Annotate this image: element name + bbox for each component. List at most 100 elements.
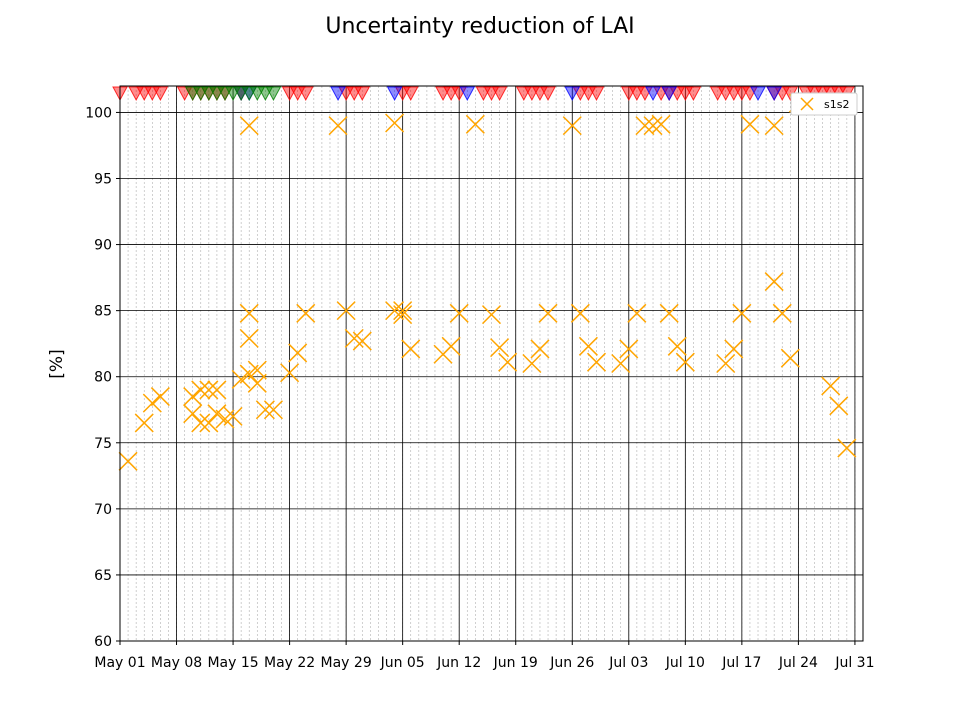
data-point	[490, 338, 510, 358]
data-point	[764, 116, 784, 136]
event-marker	[233, 86, 249, 102]
data-point-stroke	[247, 373, 267, 393]
data-point	[239, 328, 259, 348]
data-point-stroke	[142, 393, 162, 413]
data-point-stroke	[498, 352, 518, 372]
event-marker	[532, 86, 548, 102]
x-tick-label: Jun 12	[436, 655, 481, 671]
data-point	[522, 353, 542, 374]
data-point-stroke	[255, 400, 275, 420]
data-point-stroke	[490, 338, 510, 358]
x-tick-label: Jun 19	[493, 655, 538, 671]
data-point-stroke	[764, 272, 784, 292]
data-point	[651, 114, 671, 134]
data-point-stroke	[732, 303, 752, 323]
data-point	[393, 305, 413, 325]
data-point	[570, 303, 590, 323]
data-point-stroke	[562, 116, 582, 136]
data-point-stroke	[643, 116, 663, 136]
event-marker	[200, 86, 217, 102]
event-marker	[620, 86, 637, 102]
event-marker	[475, 86, 492, 102]
data-point	[191, 413, 211, 433]
data-point-stroke	[183, 404, 203, 424]
data-point	[401, 339, 421, 359]
data-point	[280, 363, 300, 383]
event-marker	[152, 86, 169, 102]
data-point	[611, 353, 631, 374]
data-point-stroke	[627, 303, 647, 323]
y-tick-label: 90	[94, 238, 112, 254]
data-point	[288, 343, 308, 363]
data-point	[441, 336, 461, 356]
data-point-stroke	[263, 400, 283, 420]
event-marker	[524, 86, 540, 102]
data-point	[530, 339, 550, 359]
data-point	[247, 360, 267, 380]
data-point	[263, 400, 283, 420]
x-tick-label: May 15	[207, 655, 258, 671]
event-marker	[451, 86, 468, 102]
data-point	[659, 303, 679, 323]
data-point-stroke	[150, 387, 170, 407]
event-marker	[717, 86, 734, 102]
event-marker	[394, 86, 411, 102]
data-point-stroke	[651, 114, 671, 134]
data-point	[829, 396, 849, 416]
data-point	[780, 348, 800, 368]
data-point	[578, 336, 598, 356]
x-tick-label: May 08	[151, 655, 202, 671]
legend: s1s2	[790, 92, 858, 116]
event-marker	[184, 86, 201, 102]
data-point-stroke	[118, 451, 138, 471]
data-point-stroke	[570, 303, 590, 323]
event-marker	[249, 86, 266, 102]
data-point-stroke	[401, 339, 421, 359]
data-point-stroke	[207, 404, 227, 424]
y-tick-label: 70	[94, 502, 112, 518]
major-grid	[119, 86, 863, 642]
plot-frame	[119, 85, 864, 642]
x-tick-label: May 01	[94, 655, 145, 671]
data-point	[183, 404, 203, 424]
event-marker	[564, 86, 581, 102]
data-point-stroke	[530, 339, 550, 359]
data-point-stroke	[393, 305, 413, 325]
event-marker	[289, 86, 306, 102]
y-tick-label: 75	[94, 436, 112, 452]
data-point-stroke	[223, 406, 243, 426]
event-marker	[491, 86, 508, 102]
event-marker	[483, 86, 500, 102]
event-marker	[580, 86, 597, 102]
event-marker	[685, 86, 702, 102]
y-tick-label: 60	[94, 634, 112, 650]
y-tick-label: 85	[94, 304, 112, 320]
event-marker	[540, 86, 556, 102]
data-point	[675, 352, 695, 372]
data-point-stroke	[821, 376, 841, 396]
data-point	[772, 303, 792, 323]
y-tick-label: 65	[94, 568, 112, 584]
data-point-stroke	[675, 352, 695, 372]
event-marker	[435, 86, 451, 102]
data-point-stroke	[344, 328, 364, 348]
data-point-stroke	[772, 303, 792, 323]
event-marker	[281, 86, 298, 102]
data-point-stroke	[215, 409, 235, 429]
event-marker	[386, 86, 403, 102]
data-point	[142, 393, 162, 413]
data-point	[255, 400, 275, 420]
event-marker	[629, 86, 645, 102]
event-marker	[257, 86, 274, 102]
data-point-stroke	[780, 348, 800, 368]
data-point	[732, 303, 752, 323]
data-point	[586, 352, 607, 372]
data-point-stroke	[280, 363, 300, 383]
legend-box	[790, 92, 858, 116]
data-point	[667, 336, 687, 356]
data-point-stroke	[578, 336, 598, 356]
data-point	[619, 339, 639, 359]
event-marker	[136, 86, 153, 102]
event-marker	[459, 86, 476, 102]
